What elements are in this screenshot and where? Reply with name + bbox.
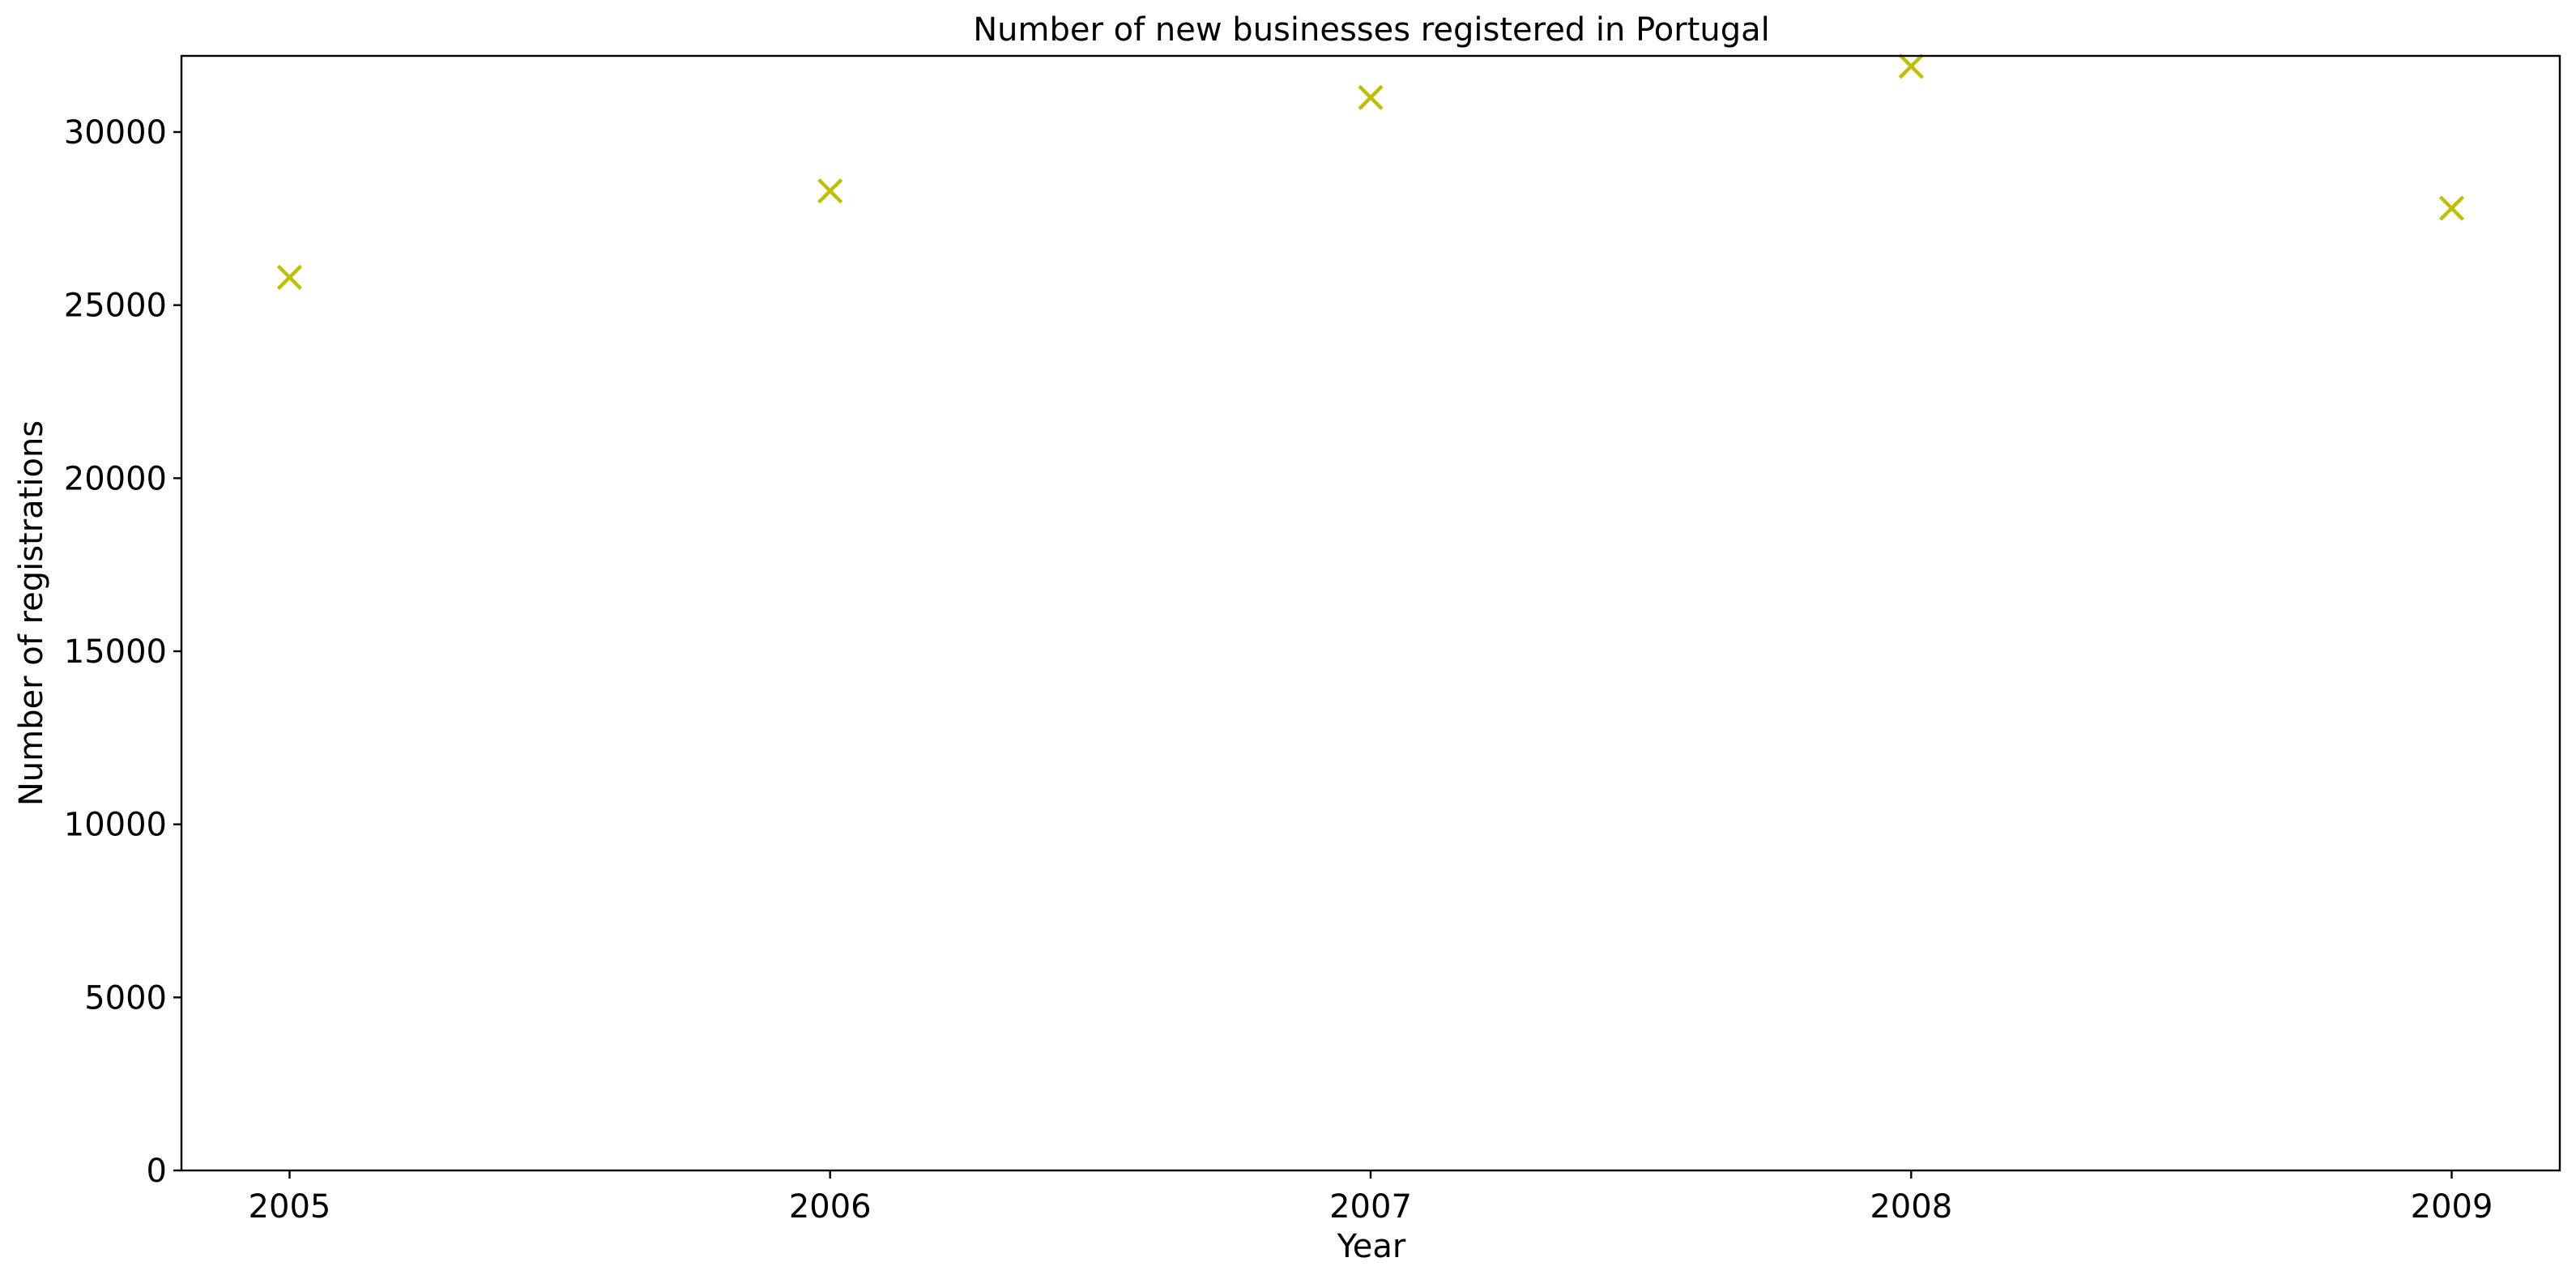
x-tick-label: 2008 (1870, 1188, 1952, 1226)
data-point-marker (2438, 195, 2465, 221)
data-markers (276, 53, 2465, 291)
y-axis-ticks: 0 5000 10000 15000 20000 25000 30000 (64, 114, 181, 1190)
y-axis-title: Number of registrations (13, 420, 50, 806)
data-point-marker (1898, 53, 1924, 79)
data-point-marker (1358, 84, 1384, 110)
x-tick-label: 2007 (1329, 1188, 1412, 1226)
y-tick-label: 5000 (84, 979, 167, 1017)
y-tick-label: 25000 (64, 288, 167, 325)
x-tick-label: 2006 (789, 1188, 872, 1226)
y-tick-label: 15000 (64, 633, 167, 671)
y-tick-label: 30000 (64, 114, 167, 151)
y-tick-label: 20000 (64, 460, 167, 497)
x-tick-label: 2009 (2411, 1188, 2493, 1226)
x-axis-title: Year (1337, 1228, 1406, 1265)
x-tick-label: 2005 (249, 1188, 331, 1226)
x-axis-ticks: 2005 2006 2007 2008 2009 (249, 1170, 2493, 1226)
y-tick-label: 10000 (64, 807, 167, 844)
plot-area-frame (180, 54, 2561, 1172)
chart-title: Number of new businesses registered in P… (973, 11, 1770, 49)
data-point-marker (276, 264, 303, 291)
y-tick-label: 0 (147, 1153, 167, 1190)
data-point-marker (817, 178, 843, 204)
